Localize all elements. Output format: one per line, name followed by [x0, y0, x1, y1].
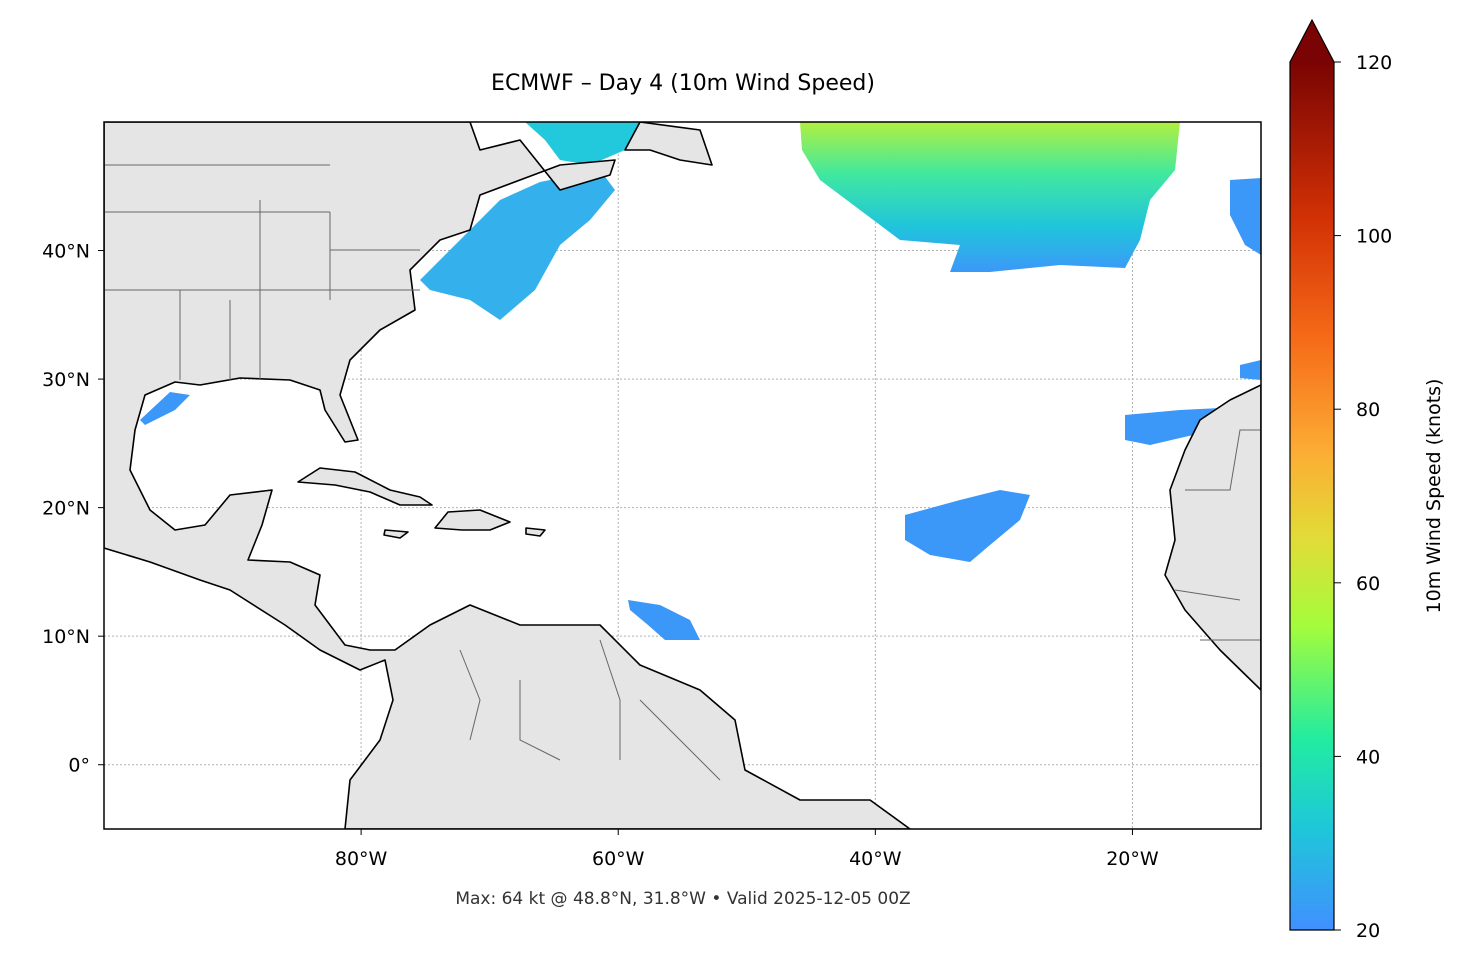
colorbar-frame	[1289, 18, 1335, 931]
colorbar-extend	[1290, 20, 1334, 62]
colorbar-tick-label: 40	[1356, 746, 1380, 768]
wind-area	[1240, 360, 1261, 380]
land-cuba	[297, 467, 433, 506]
colorbar-tick-label: 80	[1356, 399, 1380, 421]
wind-area	[420, 170, 615, 320]
wind-area	[800, 122, 1180, 272]
y-tick-label: 20°N	[42, 498, 90, 520]
colorbar-label: 10m Wind Speed (knots)	[1423, 379, 1445, 614]
land-africa	[1164, 384, 1261, 691]
wind-area	[905, 490, 1030, 562]
colorbar-tick-label: 100	[1356, 226, 1392, 248]
land-newfoundland	[624, 122, 713, 166]
land-jamaica	[383, 529, 409, 539]
y-tick-label: 0°	[68, 755, 90, 777]
x-tick-label: 80°W	[335, 848, 388, 870]
colorbar-tick-label: 60	[1356, 573, 1380, 595]
axes: 80°W 60°W 40°W 20°W 0° 10°N 20°N 30°N 40°N	[42, 241, 1159, 870]
y-tick-label: 40°N	[42, 241, 90, 263]
x-tick-label: 20°W	[1106, 848, 1159, 870]
wind-area	[1230, 178, 1261, 255]
map-area	[104, 122, 1261, 829]
y-tick-label: 30°N	[42, 369, 90, 391]
wind-area	[1125, 408, 1220, 445]
footer: Max: 64 kt @ 48.8°N, 31.8°W • Valid 2025…	[455, 889, 910, 909]
colorbar-gradient	[1290, 62, 1334, 930]
land-americas	[104, 122, 911, 829]
map-frame	[103, 121, 1262, 830]
y-tick-label: 10°N	[42, 626, 90, 648]
wind-area	[628, 600, 700, 640]
borders	[104, 164, 1261, 781]
land-puerto-rico	[525, 527, 546, 537]
x-tick-label: 40°W	[849, 848, 902, 870]
colorbar: 20 40 60 80 100 120 10m Wind Speed (knots)	[1289, 18, 1445, 942]
wind-area	[140, 392, 190, 425]
colorbar-ticks: 20 40 60 80 100 120	[1334, 52, 1392, 942]
land-hispaniola	[434, 509, 511, 531]
colorbar-tick-label: 20	[1356, 920, 1380, 942]
title: ECMWF – Day 4 (10m Wind Speed)	[491, 71, 875, 96]
colorbar-tick-label: 120	[1356, 52, 1392, 74]
x-tick-label: 60°W	[592, 848, 645, 870]
wind-area	[525, 122, 640, 165]
